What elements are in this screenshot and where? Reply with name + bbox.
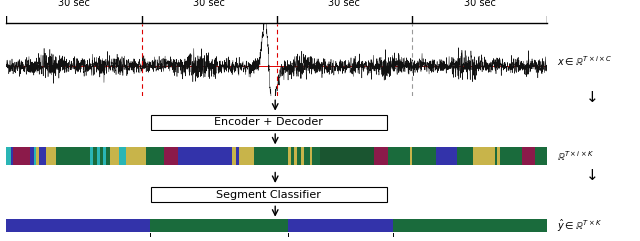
Bar <box>320 147 374 165</box>
Bar <box>436 147 458 165</box>
Bar <box>412 147 414 165</box>
Bar <box>232 147 236 165</box>
Bar <box>13 147 29 165</box>
Bar <box>147 147 164 165</box>
Text: ↓: ↓ <box>586 168 598 183</box>
Bar <box>93 147 97 165</box>
Bar <box>120 147 126 165</box>
Bar <box>472 147 493 165</box>
Bar <box>236 147 239 165</box>
Bar <box>287 219 393 232</box>
Bar <box>150 219 287 232</box>
Bar <box>315 147 320 165</box>
Bar <box>6 147 11 165</box>
Bar <box>458 147 472 165</box>
Bar <box>11 147 13 165</box>
Bar <box>36 147 39 165</box>
Bar <box>100 147 103 165</box>
Bar <box>410 147 412 165</box>
Text: ↓: ↓ <box>586 90 598 105</box>
Bar <box>106 147 109 165</box>
Bar <box>502 147 522 165</box>
Bar <box>34 147 36 165</box>
Bar <box>500 147 502 165</box>
Bar <box>109 147 120 165</box>
Bar <box>291 147 294 165</box>
Bar <box>126 147 147 165</box>
FancyBboxPatch shape <box>151 114 387 130</box>
Bar <box>56 147 90 165</box>
Text: 30 sec: 30 sec <box>58 0 90 8</box>
Text: 30 sec: 30 sec <box>193 0 225 8</box>
Bar <box>39 147 47 165</box>
Bar <box>497 147 500 165</box>
Bar <box>164 147 178 165</box>
Text: $\hat{y} \in \mathbb{R}^{T\times K}$: $\hat{y} \in \mathbb{R}^{T\times K}$ <box>557 218 602 234</box>
Bar <box>535 147 547 165</box>
Bar <box>47 147 56 165</box>
Bar <box>374 147 388 165</box>
Bar <box>294 147 298 165</box>
Bar <box>310 147 312 165</box>
Bar <box>304 147 310 165</box>
Text: $x \in \mathbb{R}^{T\times i\times C}$: $x \in \mathbb{R}^{T\times i\times C}$ <box>557 54 612 68</box>
Bar <box>393 219 547 232</box>
Bar <box>495 147 497 165</box>
Bar <box>239 147 254 165</box>
Bar <box>388 147 410 165</box>
FancyBboxPatch shape <box>151 187 387 202</box>
Bar <box>90 147 93 165</box>
Text: Encoder + Decoder: Encoder + Decoder <box>214 117 323 127</box>
Bar <box>414 147 436 165</box>
Bar <box>301 147 304 165</box>
Bar <box>103 147 106 165</box>
Text: 30 sec: 30 sec <box>463 0 495 8</box>
Bar <box>6 219 150 232</box>
Bar <box>298 147 301 165</box>
Bar <box>312 147 315 165</box>
Bar <box>522 147 535 165</box>
Bar <box>287 147 291 165</box>
Bar <box>493 147 495 165</box>
Bar <box>29 147 34 165</box>
Bar <box>178 147 232 165</box>
Text: Segment Classifier: Segment Classifier <box>216 190 321 200</box>
Bar <box>254 147 287 165</box>
Bar <box>97 147 100 165</box>
Text: $\mathbb{R}^{T\times i\times K}$: $\mathbb{R}^{T\times i\times K}$ <box>557 149 594 163</box>
Text: 30 sec: 30 sec <box>328 0 360 8</box>
